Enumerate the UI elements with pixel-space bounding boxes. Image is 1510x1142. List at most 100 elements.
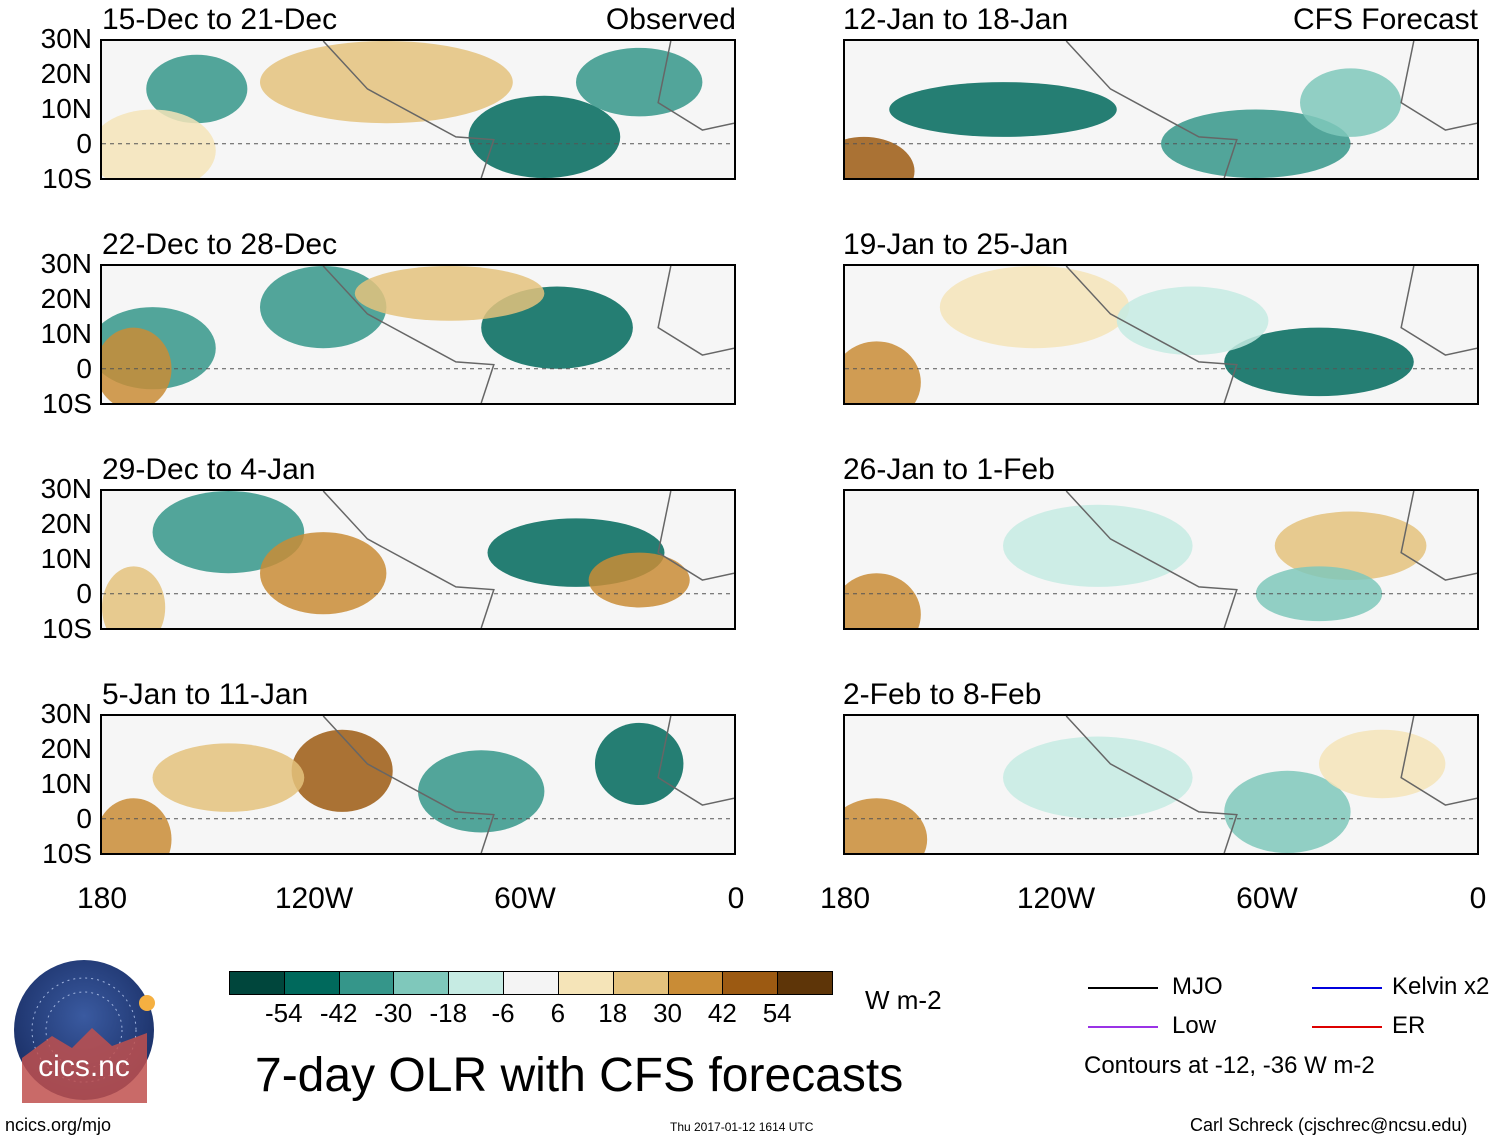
map-field bbox=[102, 716, 734, 853]
panel-title: 12-Jan to 18-Jan bbox=[843, 3, 1069, 36]
colorbar-cell bbox=[777, 971, 833, 995]
footer-credit: Carl Schreck (cjschrec@ncsu.edu) bbox=[1190, 1115, 1468, 1135]
map-field bbox=[845, 491, 1477, 628]
colorbar-cell bbox=[283, 971, 340, 995]
panel-title: 29-Dec to 4-Jan bbox=[102, 453, 316, 486]
contour-note: Contours at -12, -36 W m-2 bbox=[1084, 1052, 1375, 1079]
colorbar-tick: -42 bbox=[319, 998, 358, 1028]
lat-label: 0 bbox=[76, 578, 92, 609]
coastline bbox=[1065, 41, 1477, 178]
lat-label: 10S bbox=[42, 163, 92, 194]
olr-anomaly-region bbox=[939, 266, 1130, 349]
lon-label: 60W bbox=[1236, 882, 1298, 915]
olr-anomaly-region bbox=[152, 743, 305, 812]
lat-label: 10S bbox=[42, 613, 92, 644]
lon-label: 0 bbox=[1469, 882, 1487, 915]
lat-label: 10S bbox=[42, 838, 92, 869]
colorbar-unit: W m-2 bbox=[865, 985, 942, 1015]
lat-label: 10N bbox=[40, 768, 92, 799]
olr-anomaly-region bbox=[260, 532, 387, 615]
lat-label: 30N bbox=[40, 23, 92, 54]
olr-anomaly-region bbox=[102, 566, 166, 628]
colorbar-cell bbox=[448, 971, 505, 995]
footer-timestamp: Thu 2017-01-12 1614 UTC bbox=[670, 1120, 814, 1134]
panel-title: 26-Jan to 1-Feb bbox=[843, 453, 1055, 486]
olr-anomaly-region bbox=[845, 798, 928, 853]
olr-map-panel bbox=[843, 264, 1479, 405]
olr-map-panel bbox=[100, 39, 736, 180]
legend-label-mjo: MJO bbox=[1172, 973, 1223, 1000]
olr-anomaly-region bbox=[1274, 511, 1427, 581]
colorbar-cell bbox=[393, 971, 450, 995]
olr-anomaly-region bbox=[1300, 68, 1402, 137]
olr-anomaly-region bbox=[889, 82, 1117, 137]
colorbar-tick: -54 bbox=[265, 998, 303, 1028]
legend-label-kelvin: Kelvin x2 bbox=[1392, 973, 1490, 1000]
colorbar-cell bbox=[612, 971, 669, 995]
olr-anomaly-region bbox=[152, 491, 305, 574]
olr-anomaly-region bbox=[1319, 729, 1446, 799]
coastline bbox=[322, 41, 734, 178]
panel-title: 15-Dec to 21-Dec bbox=[102, 3, 338, 36]
panel-title: 22-Dec to 28-Dec bbox=[102, 228, 338, 261]
colorbar-tick: 30 bbox=[653, 998, 682, 1028]
lon-label: 120W bbox=[274, 882, 354, 915]
colorbar-tick: 54 bbox=[762, 998, 792, 1028]
colorbar-cell bbox=[557, 971, 614, 995]
coastline bbox=[1065, 491, 1477, 628]
lat-label: 10N bbox=[40, 93, 92, 124]
lat-label: 30N bbox=[40, 698, 92, 729]
olr-anomaly-region bbox=[102, 327, 172, 403]
olr-anomaly-region bbox=[845, 341, 921, 403]
lat-label: 0 bbox=[76, 128, 92, 159]
panel-title: 19-Jan to 25-Jan bbox=[843, 228, 1069, 261]
olr-anomaly-region bbox=[845, 136, 915, 178]
panel-title: 5-Jan to 11-Jan bbox=[102, 678, 309, 711]
colorbar-cell bbox=[338, 971, 395, 995]
olr-map-panel bbox=[100, 714, 736, 855]
colorbar-cell bbox=[667, 971, 724, 995]
olr-anomaly-region bbox=[260, 266, 387, 349]
olr-anomaly-region bbox=[468, 95, 621, 178]
lat-label: 0 bbox=[76, 353, 92, 384]
colorbar-tick: -6 bbox=[491, 998, 515, 1028]
colorbar-tick: 6 bbox=[550, 998, 566, 1028]
olr-anomaly-region bbox=[845, 573, 921, 628]
lon-label: 60W bbox=[494, 882, 556, 915]
map-field bbox=[102, 266, 734, 403]
legend-line-er bbox=[1312, 1026, 1382, 1028]
lat-label: 20N bbox=[40, 283, 92, 314]
olr-map-panel bbox=[100, 489, 736, 630]
lat-label: 0 bbox=[76, 803, 92, 834]
olr-anomaly-region bbox=[1003, 736, 1193, 819]
footer-url[interactable]: ncics.org/mjo bbox=[5, 1115, 112, 1135]
olr-map-panel bbox=[843, 714, 1479, 855]
legend-label-er: ER bbox=[1392, 1012, 1426, 1039]
coastline bbox=[322, 266, 734, 403]
olr-anomaly-region bbox=[146, 54, 248, 124]
coastline bbox=[1065, 266, 1477, 403]
logo-text: cics.nc bbox=[38, 1050, 130, 1083]
olr-map-panel bbox=[100, 264, 736, 405]
lat-label: 10N bbox=[40, 318, 92, 349]
olr-anomaly-region bbox=[588, 552, 690, 608]
colorbar-cell bbox=[229, 971, 285, 995]
legend-label-low: Low bbox=[1172, 1012, 1217, 1039]
legend-line-kelvin bbox=[1312, 987, 1382, 989]
olr-anomaly-region bbox=[354, 266, 545, 321]
colorbar-tick: 18 bbox=[598, 998, 628, 1028]
lon-label: 180 bbox=[76, 882, 128, 915]
colorbar-cell bbox=[503, 971, 559, 995]
map-field bbox=[845, 266, 1477, 403]
olr-map-panel bbox=[843, 489, 1479, 630]
olr-anomaly-region bbox=[291, 729, 393, 812]
lat-label: 20N bbox=[40, 508, 92, 539]
coastline bbox=[322, 716, 734, 853]
olr-anomaly-region bbox=[594, 722, 684, 806]
map-field bbox=[102, 41, 734, 178]
lon-label: 180 bbox=[819, 882, 871, 915]
colorbar-tick: -30 bbox=[374, 998, 413, 1028]
lat-label: 30N bbox=[40, 473, 92, 504]
observed-label: Observed bbox=[605, 3, 736, 36]
legend-line-low bbox=[1088, 1026, 1158, 1028]
